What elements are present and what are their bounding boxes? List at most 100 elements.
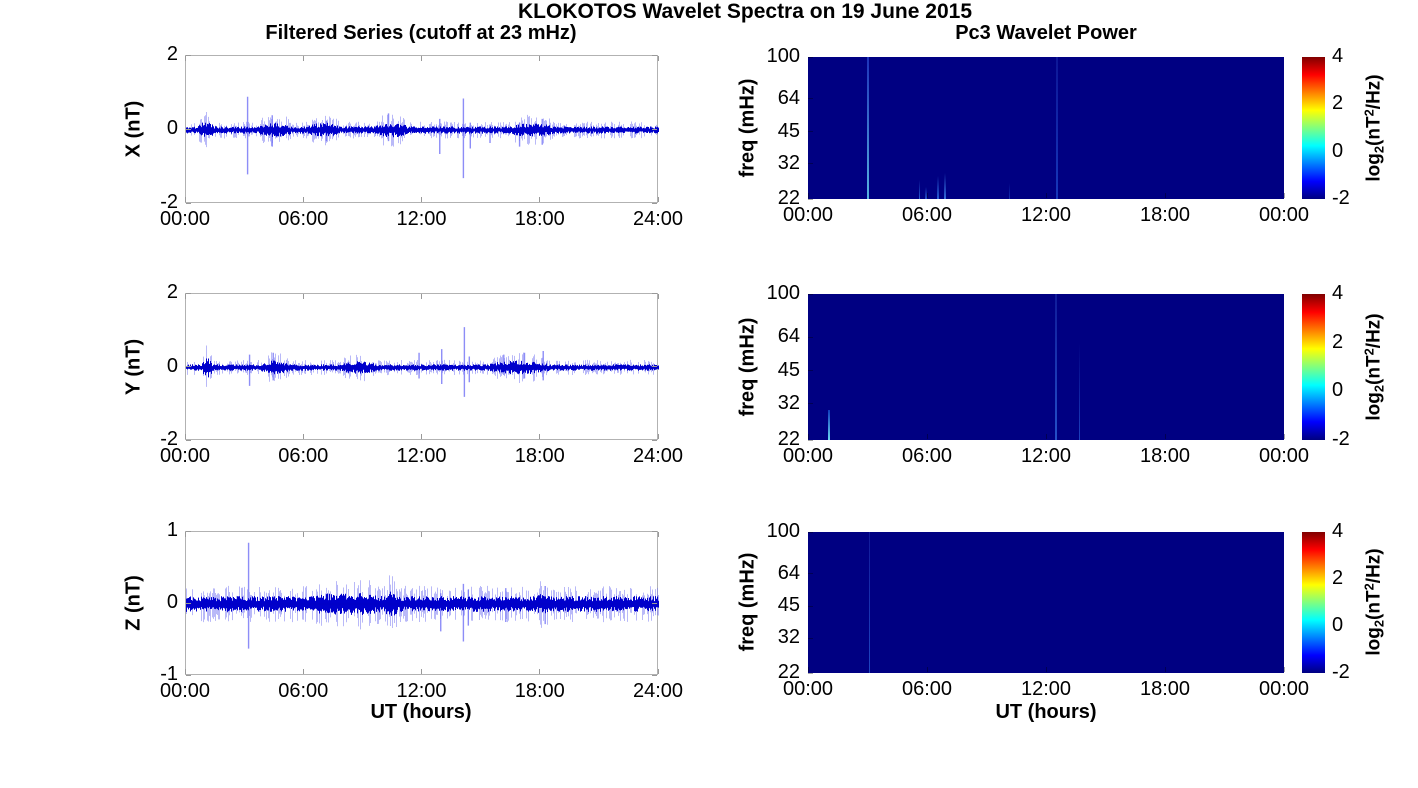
- x-tick-label: 00:00: [782, 445, 834, 467]
- axis-tick-mark: [808, 336, 813, 338]
- colorbar-tick-label: 2: [1332, 330, 1344, 353]
- x-tick-label: 18:00: [1139, 445, 1191, 467]
- axis-tick-mark: [808, 370, 813, 372]
- colorbar-tick-label: -2: [1332, 187, 1350, 209]
- x-tick-label: 18:00: [1139, 678, 1191, 700]
- y-tick-label: 32: [777, 151, 800, 174]
- y-tick-label: 100: [766, 282, 800, 304]
- axis-tick-mark: [302, 434, 304, 439]
- spectral-feature-line: [943, 173, 946, 199]
- noise-series: [186, 542, 659, 649]
- axis-tick-mark: [652, 54, 657, 56]
- axis-tick-mark: [808, 637, 813, 639]
- x-tick-label: 06:00: [901, 678, 953, 700]
- axis-tick-mark: [807, 193, 809, 198]
- x-tick-label: 00:00: [159, 208, 211, 230]
- x-axis-label-left: UT (hours): [370, 701, 472, 723]
- wavelet-panel-row1: [808, 57, 1284, 199]
- spectral-feature-line: [1078, 343, 1081, 440]
- axis-tick-mark: [808, 293, 813, 295]
- noise-series: [186, 96, 659, 179]
- axis-tick-mark: [808, 56, 813, 58]
- axis-tick-mark: [302, 294, 304, 299]
- axis-tick-mark: [808, 403, 813, 405]
- colorbar-label-text: log: [1363, 627, 1385, 656]
- y-tick-label: 0: [166, 591, 178, 613]
- y-tick-label: 1: [166, 519, 178, 541]
- y-tick-label: 64: [777, 325, 800, 348]
- colorbar: [1302, 294, 1325, 440]
- axis-tick-mark: [807, 667, 809, 672]
- axis-tick-mark: [184, 669, 186, 674]
- axis-tick-mark: [1045, 193, 1047, 198]
- axis-tick-mark: [539, 532, 541, 537]
- colorbar-label-text: (nT: [1363, 355, 1385, 385]
- x-tick-label: 18:00: [514, 680, 565, 702]
- colorbar-label-text: /Hz): [1363, 548, 1385, 584]
- axis-tick-mark: [657, 532, 659, 537]
- colorbar-label-row3: log2(nT2/Hz): [1362, 548, 1387, 655]
- x-tick-label: 18:00: [1139, 204, 1191, 226]
- axis-tick-mark: [1164, 667, 1166, 672]
- axis-tick-mark: [652, 292, 657, 294]
- colorbar-label-text: /Hz): [1363, 313, 1385, 349]
- axis-tick-mark: [652, 674, 657, 676]
- axis-tick-mark: [421, 56, 422, 61]
- y-tick-label: 22: [777, 187, 800, 209]
- colorbar-label-text: log: [1363, 392, 1385, 421]
- axis-tick-mark: [184, 197, 186, 202]
- y-tick-label: 45: [777, 594, 800, 617]
- axis-tick-mark: [539, 294, 541, 299]
- axis-tick-mark: [421, 434, 422, 439]
- axis-tick-mark: [808, 573, 813, 575]
- axis-tick-mark: [1045, 434, 1047, 439]
- axis-tick-mark: [186, 439, 191, 441]
- y-tick-label: 2: [166, 281, 178, 303]
- y-tick-label: 0: [166, 354, 178, 377]
- axis-tick-mark: [1283, 193, 1285, 198]
- x-tick-label: 12:00: [1020, 445, 1072, 467]
- y-tick-label: 100: [766, 45, 800, 67]
- axis-tick-mark: [652, 602, 657, 604]
- axis-tick-mark: [657, 294, 659, 299]
- colorbar: [1302, 57, 1325, 199]
- x-tick-label: 00:00: [782, 204, 834, 226]
- axis-tick-mark: [652, 366, 657, 367]
- spectral-feature-line: [925, 187, 927, 199]
- x-tick-label: 12:00: [396, 445, 447, 467]
- axis-tick-mark: [657, 669, 659, 674]
- series-centerline: [186, 128, 659, 132]
- axis-tick-mark: [184, 434, 186, 439]
- x-tick-label: 06:00: [278, 680, 329, 702]
- axis-tick-mark: [808, 98, 813, 100]
- y-tick-label: 45: [777, 119, 800, 142]
- y-tick-label: 22: [777, 428, 800, 450]
- colorbar-label-sub: 2: [1371, 384, 1387, 393]
- x-tick-label: 06:00: [278, 208, 329, 230]
- axis-tick-mark: [184, 56, 186, 61]
- x-tick-label: 24:00: [632, 445, 684, 467]
- left-column-title: Filtered Series (cutoff at 23 mHz): [265, 22, 577, 44]
- axis-tick-mark: [302, 669, 304, 674]
- spectral-feature-line: [867, 57, 870, 199]
- axis-tick-mark: [807, 434, 809, 439]
- y-tick-label: -1: [160, 663, 178, 685]
- colorbar-tick-label: 4: [1332, 520, 1344, 542]
- x-tick-label: 00:00: [1258, 678, 1310, 700]
- axis-tick-mark: [186, 202, 191, 204]
- x-tick-label: 12:00: [396, 680, 447, 702]
- colorbar-tick-label: 0: [1332, 379, 1344, 402]
- axis-tick-mark: [421, 532, 422, 537]
- spectral-feature-line: [936, 176, 939, 199]
- axis-tick-mark: [1164, 434, 1166, 439]
- y-tick-label: 64: [777, 561, 800, 584]
- colorbar-label-sub: 2: [1371, 619, 1387, 628]
- x-tick-label: 24:00: [632, 680, 684, 702]
- axis-tick-mark: [1045, 667, 1047, 672]
- y-tick-label: 22: [777, 661, 800, 683]
- axis-tick-mark: [539, 434, 541, 439]
- axis-tick-mark: [1164, 193, 1166, 198]
- spectral-feature-line: [1055, 294, 1057, 440]
- axis-tick-mark: [421, 669, 422, 674]
